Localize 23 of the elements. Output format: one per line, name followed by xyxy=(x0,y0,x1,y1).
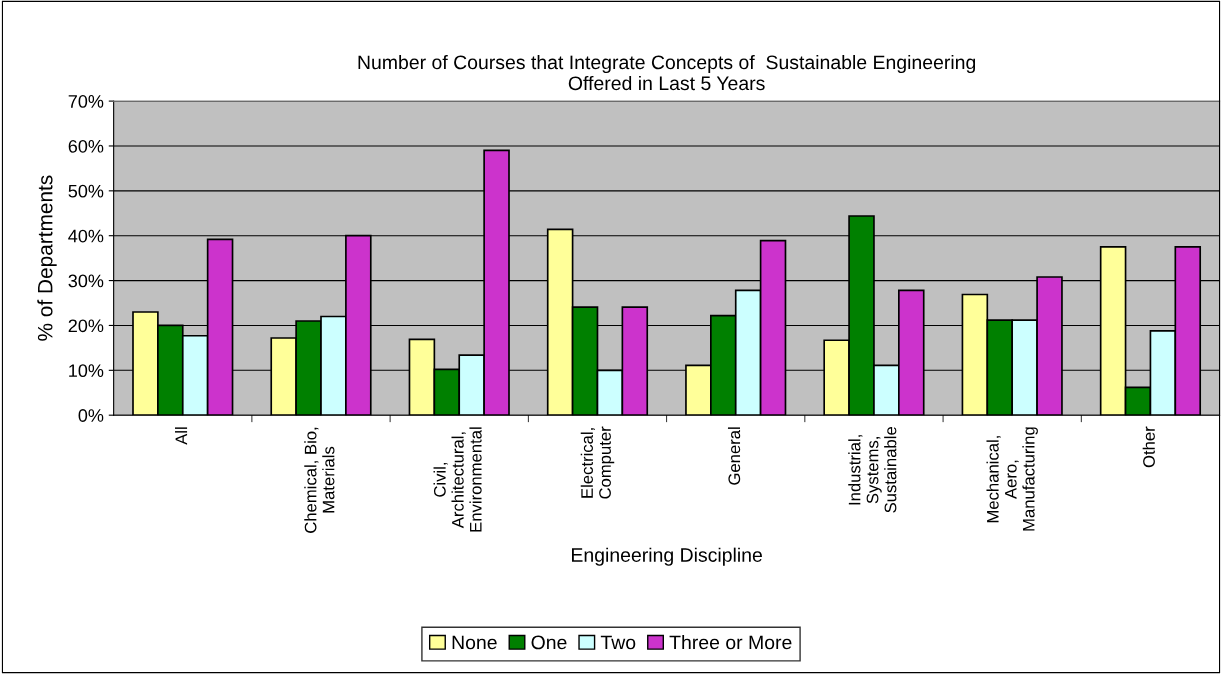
y-tick-label: 70% xyxy=(68,95,104,108)
legend-label: Three or More xyxy=(669,635,792,650)
x-tick-label: Industrial, Systems, Sustainable xyxy=(848,427,897,513)
chart-title: Number of Courses that Integrate Concepts of Sustainable Engineering Offered in Last 5 Years xyxy=(358,54,976,91)
x-tick-label: All xyxy=(175,427,188,445)
y-tick-label: 20% xyxy=(68,319,104,333)
x-tick-label: Electrical, Computer xyxy=(580,426,615,499)
x-tick-label: Chemical, Bio, Materials xyxy=(304,427,335,533)
legend-label: Two xyxy=(600,635,636,650)
y-axis-title: % of Departments xyxy=(37,175,57,341)
y-tick-label: 50% xyxy=(68,184,104,198)
x-tick-label: Mechanical, Aero, Manufacturing xyxy=(986,427,1038,531)
x-tick-label: Other xyxy=(1142,426,1155,468)
legend-label: None xyxy=(452,635,497,650)
y-tick-label: 0% xyxy=(78,409,104,422)
x-tick-label: General xyxy=(727,427,741,485)
y-tick-label: 10% xyxy=(69,364,104,378)
y-tick-label: 40% xyxy=(68,229,104,243)
x-axis-title: Engineering Discipline xyxy=(572,547,762,566)
legend-label: One xyxy=(531,635,567,650)
y-tick-label: 30% xyxy=(68,274,104,288)
y-tick-label: 60% xyxy=(68,139,104,153)
x-tick-label: Civil, Architectural, Environmental xyxy=(433,427,482,532)
